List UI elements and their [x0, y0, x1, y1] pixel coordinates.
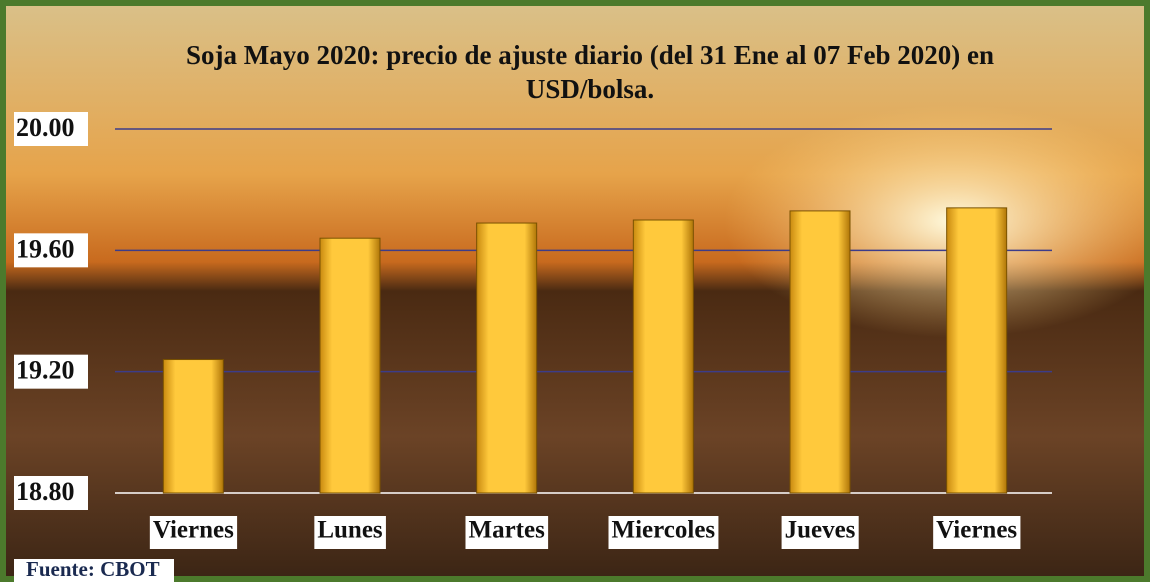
x-tick-label: Martes	[468, 517, 545, 544]
y-tick-label: 19.60	[16, 234, 75, 263]
x-tick-label: Viernes	[153, 517, 234, 544]
chart-title: Soja Mayo 2020: precio de ajuste diario …	[150, 38, 1030, 106]
x-tick-label: Miercoles	[612, 517, 716, 544]
y-tick-label: 20.00	[16, 113, 75, 142]
y-tick-label: 19.20	[16, 356, 75, 385]
y-tick-label: 18.80	[16, 477, 75, 506]
bar	[163, 360, 223, 493]
bar	[947, 208, 1007, 493]
bar	[477, 223, 537, 493]
x-tick-label: Viernes	[936, 517, 1017, 544]
bar	[790, 211, 850, 493]
x-tick-label: Jueves	[785, 517, 856, 544]
chart-container: Fuente: CBOT 18.80 19.20 19.60 20.00 Viernes…	[0, 0, 1150, 582]
bar	[633, 220, 693, 493]
source: Fuente: CBOT	[26, 557, 160, 581]
x-tick-label: Lunes	[317, 517, 383, 544]
bar	[320, 238, 380, 493]
